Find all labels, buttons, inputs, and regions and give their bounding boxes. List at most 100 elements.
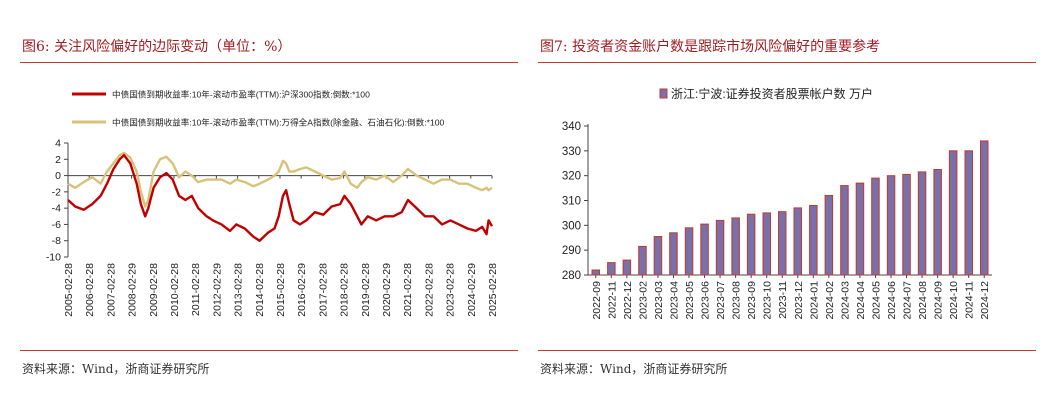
y-tick-label: -4 (52, 203, 61, 215)
bar-2022-11 (607, 262, 616, 276)
series-line-2 (67, 151, 493, 208)
x-tick-label: 2019-02-28 (360, 263, 372, 317)
x-tick-label: 2024-09 (933, 281, 945, 320)
bar-2024-04 (855, 182, 865, 276)
legend-label-2: 中债国债到期收益率:10年-滚动市盈率(TTM):万得全A指数(除金融、石油石化… (112, 117, 445, 128)
bar-2023-06 (700, 223, 709, 276)
left-source-note: 资料来源：Wind，浙商证券研究所 (22, 362, 210, 376)
x-tick-label: 2018-02-28 (339, 263, 351, 317)
x-tick-label: 2009-02-28 (148, 263, 160, 317)
right-source-note: 资料来源：Wind，浙商证券研究所 (540, 362, 728, 376)
x-tick-label: 2023-04 (668, 281, 680, 320)
legend-label: 浙江:宁波:证券投资者股票帐户数 万户 (671, 86, 873, 101)
bar-2024-01 (809, 205, 818, 276)
y-tick-label: 4 (55, 138, 61, 150)
x-tick-label: 2021-02-28 (402, 263, 414, 317)
x-tick-label: 2014-02-28 (254, 263, 266, 317)
x-tick-label: 2022-12 (622, 281, 634, 320)
y-tick-label: 340 (562, 121, 581, 133)
x-tick-label: 2020-02-29 (381, 263, 393, 317)
x-tick-label: 2006-02-28 (84, 263, 96, 317)
x-tick-label: 2025-02-28 (487, 263, 499, 317)
right-bar-chart: 浙江:宁波:证券投资者股票帐户数 万户 340 330 320 310 300 290 280… (562, 86, 992, 320)
bar-2023-09 (746, 213, 756, 276)
bar-2023-10 (762, 212, 771, 276)
x-tick-label: 2022-02-28 (423, 263, 435, 317)
x-tick-label: 2024-01 (808, 281, 820, 320)
x-tick-label: 2024-04 (855, 281, 867, 320)
bar-2024-11 (964, 150, 973, 276)
bar-2022-09 (591, 269, 600, 276)
x-tick-label: 2023-05 (684, 281, 696, 320)
left-source-rule (20, 350, 518, 351)
right-source-rule (538, 350, 1036, 351)
x-tick-label: 2023-12 (793, 281, 805, 320)
bar-2024-05 (871, 177, 880, 276)
y-tick-label: -8 (52, 235, 61, 247)
x-tick-label: 2024-03 (839, 281, 851, 320)
x-tick-label: 2023-08 (731, 281, 743, 320)
x-tick-label: 2024-06 (886, 281, 898, 320)
x-tick-label: 2023-02 (637, 281, 649, 320)
y-tick-label: -2 (52, 186, 61, 198)
bar-2023-08 (731, 217, 740, 276)
x-tick-label: 2016-02-29 (296, 263, 308, 317)
bar-2023-05 (684, 227, 694, 276)
bar-2023-03 (653, 236, 663, 276)
left-title-rule (20, 62, 518, 63)
legend-label-1: 中债国债到期收益率:10年-滚动市盈率(TTM):沪深300指数:倒数:*100 (112, 89, 370, 100)
right-figure-title: 图7: 投资者资金账户数是跟踪市场风险偏好的重要参考 (540, 39, 881, 55)
series-line-1 (67, 153, 494, 242)
x-tick-label: 2023-09 (746, 281, 758, 320)
x-tick-label: 2023-02-28 (445, 263, 457, 317)
bar-2024-06 (886, 175, 896, 276)
x-tick-label: 2023-07 (715, 281, 727, 320)
y-tick-label: 310 (562, 196, 581, 208)
x-tick-label: 2024-08 (917, 281, 929, 320)
bar-2024-07 (902, 173, 911, 276)
x-tick-label: 2024-05 (870, 281, 882, 320)
x-tick-label: 2024-02 (824, 281, 836, 320)
x-tick-label: 2005-02-28 (63, 263, 75, 317)
y-tick-label: 280 (562, 270, 581, 282)
x-tick-label: 2013-02-28 (233, 263, 245, 317)
x-tick-label: 2024-10 (948, 281, 960, 320)
bar-2023-02 (638, 245, 647, 276)
x-tick-label: 2011-02-28 (190, 263, 202, 316)
bar-2023-12 (793, 207, 802, 276)
bar-2024-02 (824, 195, 834, 276)
right-title-rule (538, 62, 1036, 63)
x-tick-label: 2024-11 (964, 281, 976, 319)
x-tick-label: 2024-02-29 (466, 263, 478, 317)
x-tick-label: 2023-03 (653, 281, 665, 320)
x-tick-label: 2017-02-28 (317, 263, 329, 317)
y-tick-label: 290 (562, 245, 581, 257)
y-tick-label: 320 (562, 171, 581, 183)
x-tick-label: 2023-06 (700, 281, 712, 320)
legend-swatch (659, 88, 668, 99)
right-figure-panel: 图7: 投资者资金账户数是跟踪市场风险偏好的重要参考 浙江:宁波:证券投资者股票… (538, 0, 1060, 400)
x-tick-label: 2015-02-28 (275, 263, 287, 317)
x-tick-label: 2022-09 (591, 281, 603, 320)
x-tick-label: 2007-02-28 (105, 263, 117, 317)
y-tick-label: -10 (46, 252, 61, 264)
x-tick-label: 2010-02-28 (169, 263, 181, 317)
left-figure-title: 图6: 关注风险偏好的边际变动（单位：%） (22, 39, 292, 55)
left-line-chart: 中债国债到期收益率:10年-滚动市盈率(TTM):沪深300指数:倒数:*100… (46, 89, 499, 317)
bar-2023-07 (715, 219, 725, 276)
bar-2024-09 (933, 169, 942, 276)
bar-2024-03 (840, 185, 849, 276)
y-tick-label: 2 (55, 154, 61, 166)
x-tick-label: 2023-10 (762, 281, 774, 320)
y-tick-label: -6 (52, 219, 61, 231)
x-tick-label: 2012-02-29 (211, 263, 223, 317)
bar-2023-04 (669, 232, 678, 276)
y-tick-label: 300 (562, 220, 581, 232)
x-tick-label: 2008-02-29 (127, 263, 139, 317)
bar-2024-10 (948, 150, 958, 276)
bar-2024-12 (980, 140, 989, 276)
bar-2022-12 (622, 259, 632, 276)
bar-2023-11 (778, 211, 787, 276)
bar-2024-08 (917, 171, 927, 276)
left-figure-panel: 图6: 关注风险偏好的边际变动（单位：%） 中债国债到期收益率:10年-滚动市盈… (0, 0, 518, 400)
